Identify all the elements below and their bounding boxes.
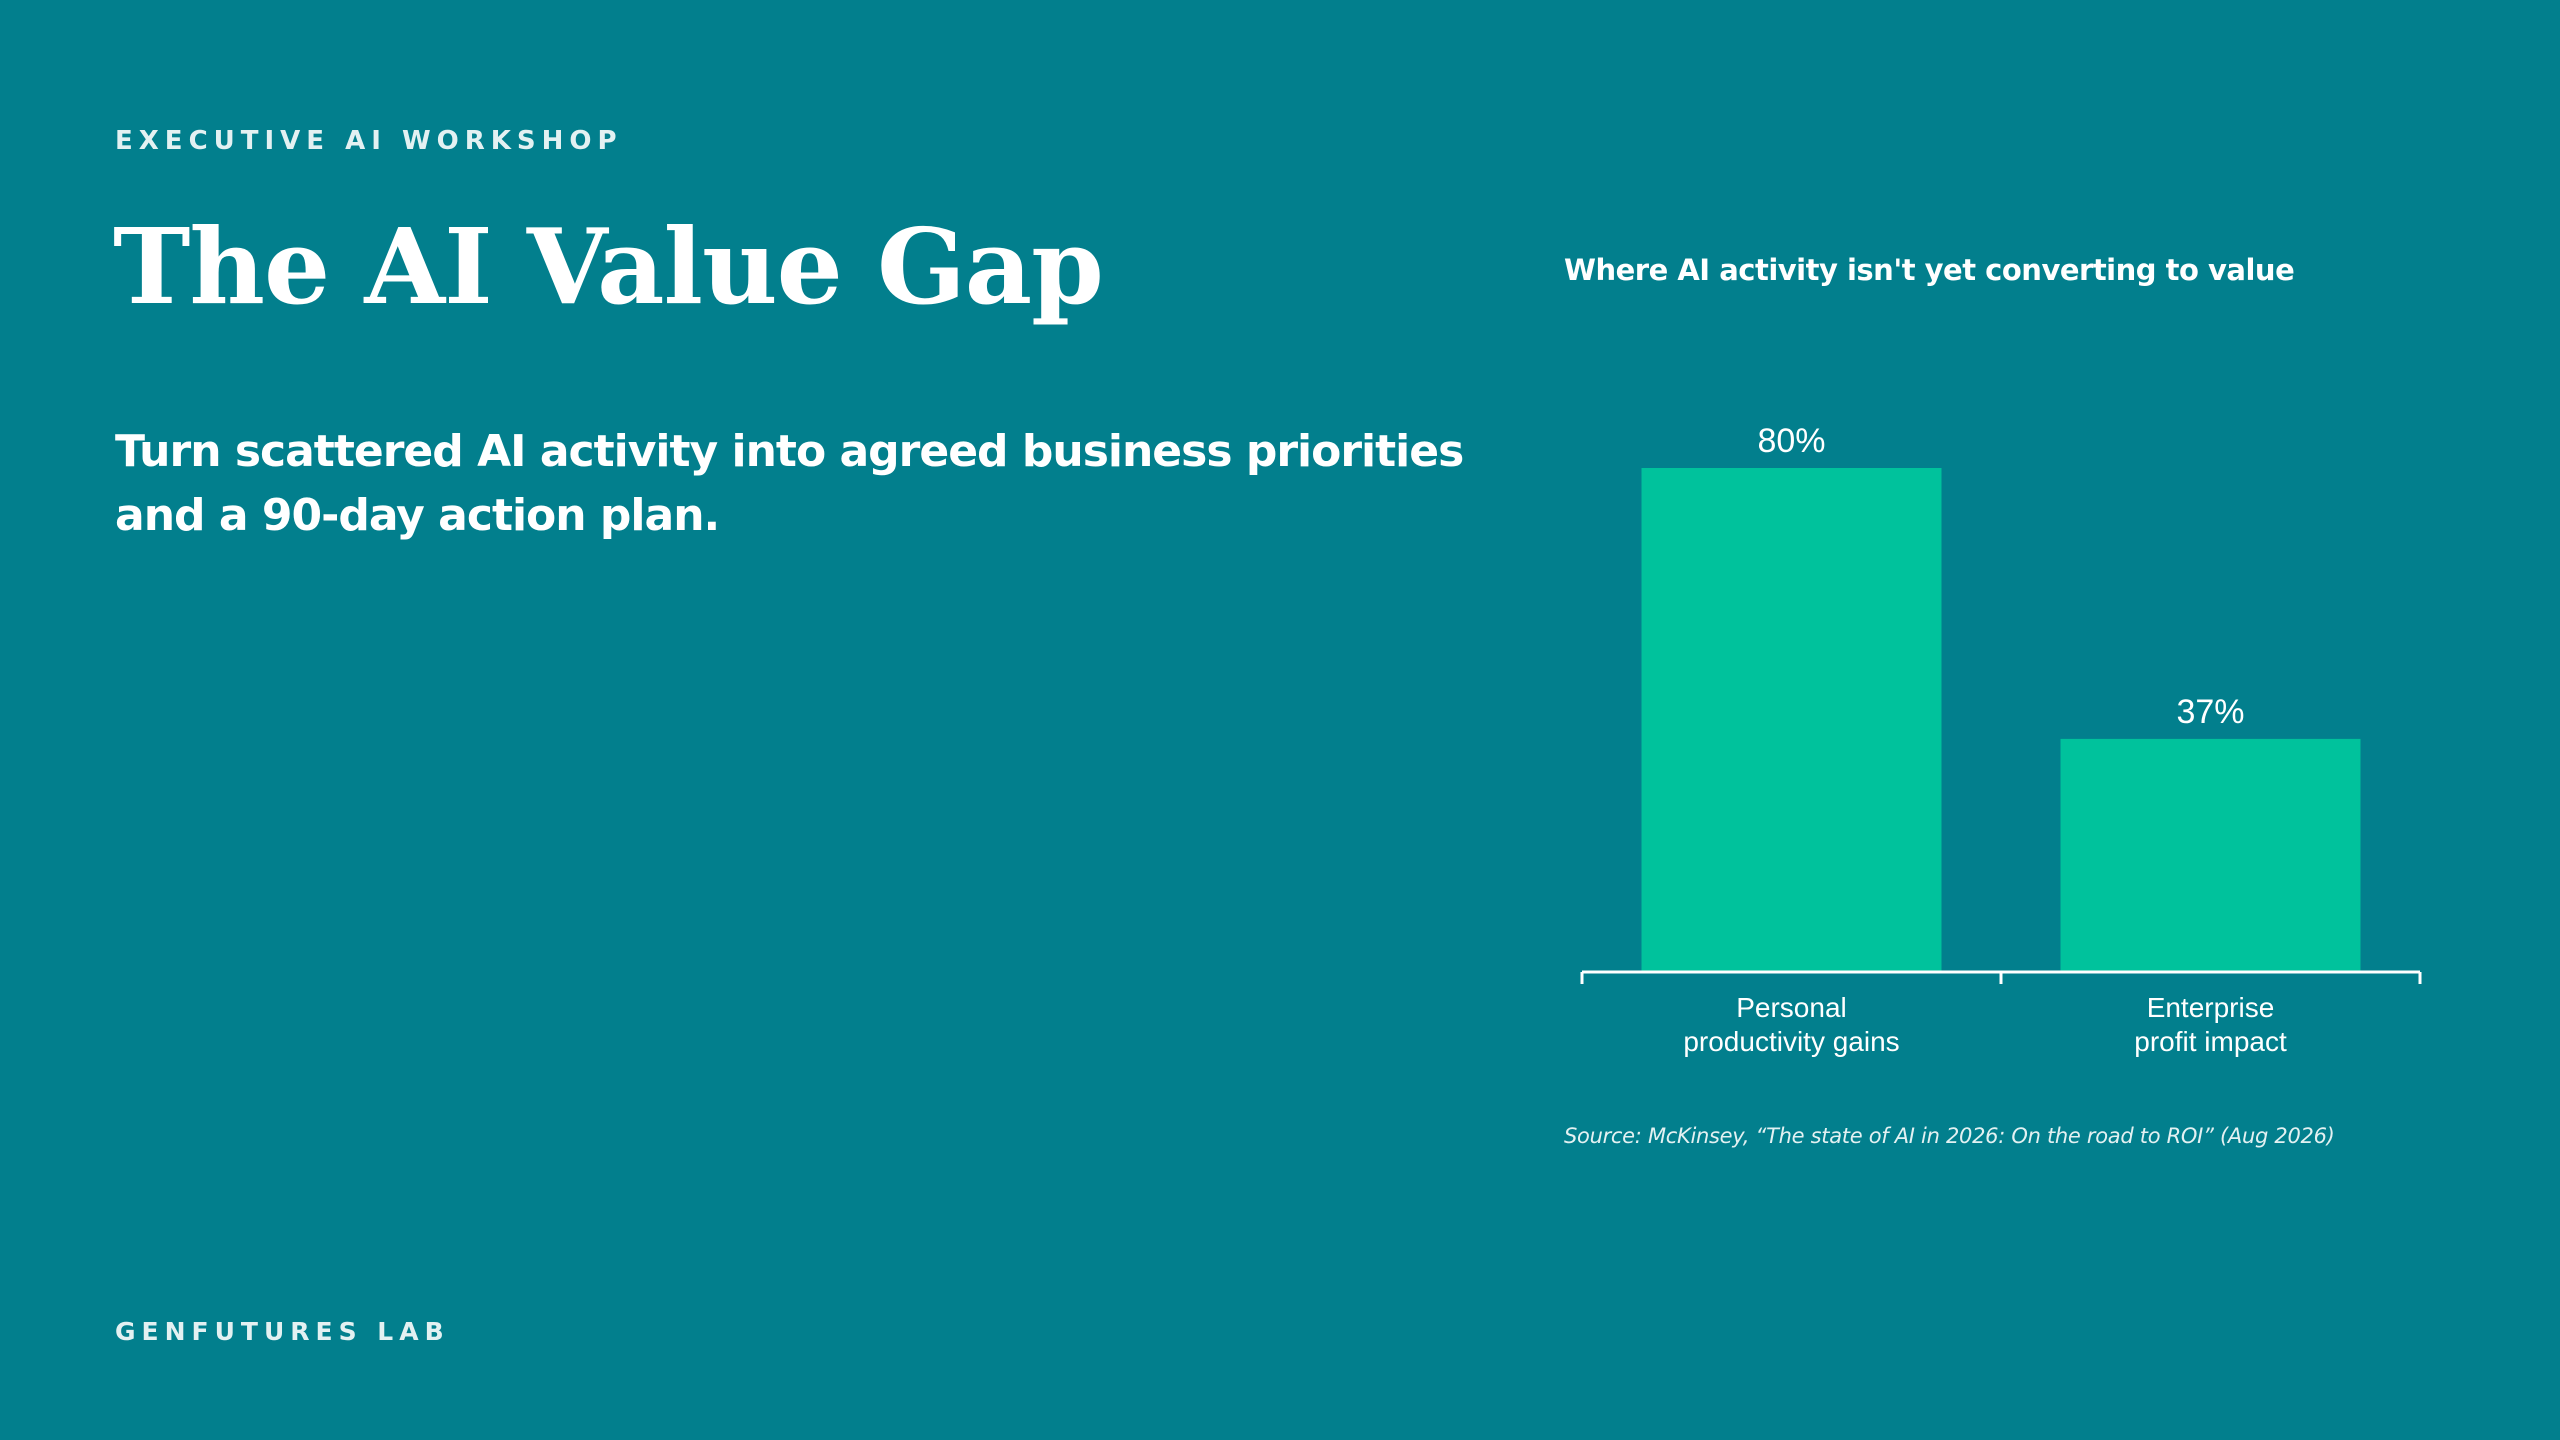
bar-0 [1641, 468, 1942, 972]
tick-label-1-1: profit impact [2134, 1026, 2287, 1057]
data-label-1: 37% [2176, 693, 2244, 731]
slide-title: The AI Value Gap [113, 205, 1104, 328]
chart-title: Where AI activity isn't yet converting t… [1564, 253, 2295, 287]
eyebrow-label: EXECUTIVE AI WORKSHOP [115, 126, 623, 156]
chart-source: Source: McKinsey, “The state of AI in 20… [1564, 1124, 2335, 1148]
slide-subtitle: Turn scattered AI activity into agreed b… [115, 426, 1464, 541]
footer-brand: GENFUTURES LAB [115, 1317, 450, 1346]
data-label-0: 80% [1757, 422, 1825, 460]
tick-label-0-0: Personal [1736, 992, 1847, 1023]
tick-label-0-1: productivity gains [1683, 1026, 1899, 1057]
tick-label-1-0: Enterprise [2147, 992, 2275, 1023]
bar-1 [2060, 738, 2361, 972]
